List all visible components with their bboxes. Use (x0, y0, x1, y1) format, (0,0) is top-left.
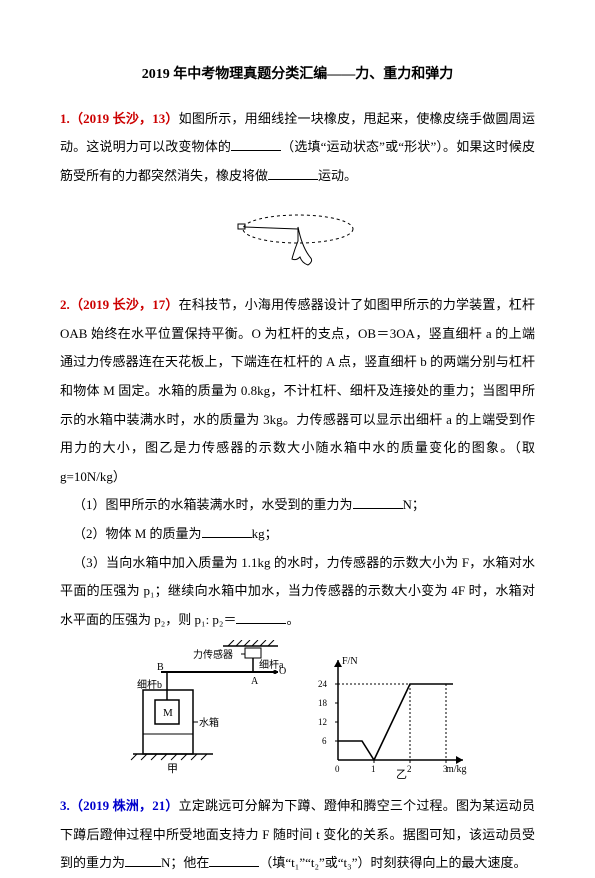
svg-text:O: O (279, 666, 286, 677)
q2-sub2-b: kg； (252, 526, 278, 541)
svg-text:12: 12 (318, 717, 327, 727)
svg-text:B: B (157, 662, 164, 673)
svg-text:2: 2 (407, 764, 412, 774)
svg-text:1: 1 (371, 764, 376, 774)
svg-text:力传感器: 力传感器 (193, 648, 233, 661)
svg-text:M: M (163, 707, 173, 719)
q3-blank-2 (209, 853, 259, 867)
figure-2-left: 力传感器 细杆a B A O 细杆b M 水箱 (123, 640, 288, 780)
q1-blank-1 (231, 137, 281, 151)
q3-text-c: （填“t₁”“t₂”或“t₃”）时刻获得向上的最大速度。 (259, 855, 526, 870)
svg-text:乙: 乙 (396, 768, 407, 780)
q2-sub1: （1）图甲所示的水箱装满水时，水受到的重力为 N； (60, 491, 535, 520)
question-1: 1.（2019 长沙，13）如图所示，用细线拴一块橡皮，甩起来，使橡皮绕手做圆周… (60, 105, 535, 191)
question-2: 2.（2019 长沙，17）在科技节，小海用传感器设计了如图甲所示的力学装置，杠… (60, 291, 535, 491)
q2-sub2: （2）物体 M 的质量为 kg； (60, 520, 535, 549)
q1-blank-2 (268, 166, 318, 180)
q2-prefix: 2.（2019 长沙，17） (60, 297, 179, 312)
q2-sub3: （3）当向水箱中加入质量为 1.1kg 的水时，力传感器的示数大小为 F，水箱对… (60, 549, 535, 635)
question-3: 3.（2019 株洲，21）立定跳远可分解为下蹲、蹬伸和腾空三个过程。图为某运动… (60, 792, 535, 878)
svg-text:水箱: 水箱 (199, 716, 219, 729)
q2-sub2-a: （2）物体 M 的质量为 (73, 526, 202, 541)
q2-sub2-blank (202, 524, 252, 538)
q2-sub3-blank (236, 610, 286, 624)
q3-text-b: N；他在 (161, 855, 209, 870)
q2-sub1-blank (353, 495, 403, 509)
svg-text:6: 6 (322, 736, 327, 746)
svg-text:24: 24 (318, 679, 328, 689)
figure-1 (60, 199, 535, 280)
figure-2-row: 力传感器 细杆a B A O 细杆b M 水箱 (60, 640, 535, 780)
page-title: 2019 年中考物理真题分类汇编——力、重力和弹力 (60, 60, 535, 91)
svg-text:3: 3 (443, 764, 448, 774)
svg-text:细杆b: 细杆b (137, 678, 162, 691)
svg-text:0: 0 (335, 764, 340, 774)
q1-prefix: 1.（2019 长沙，13） (60, 111, 179, 126)
svg-text:甲: 甲 (167, 763, 178, 775)
q2-sub1-b: N； (403, 497, 425, 512)
q2-sub1-a: （1）图甲所示的水箱装满水时，水受到的重力为 (73, 497, 353, 512)
figure-2-right: F/N m/kg 6 12 18 24 1 2 3 0 (308, 650, 473, 780)
svg-text:F/N: F/N (342, 656, 358, 667)
svg-text:m/kg: m/kg (446, 764, 467, 775)
q3-blank-1 (125, 853, 161, 867)
q2-sub3-b: 。 (286, 612, 299, 627)
svg-text:18: 18 (318, 698, 328, 708)
q1-text-c: 运动。 (318, 168, 357, 183)
q2-body: 在科技节，小海用传感器设计了如图甲所示的力学装置，杠杆 OAB 始终在水平位置保… (60, 297, 535, 484)
svg-text:A: A (251, 676, 259, 687)
q3-prefix: 3.（2019 株洲，21） (60, 798, 179, 813)
